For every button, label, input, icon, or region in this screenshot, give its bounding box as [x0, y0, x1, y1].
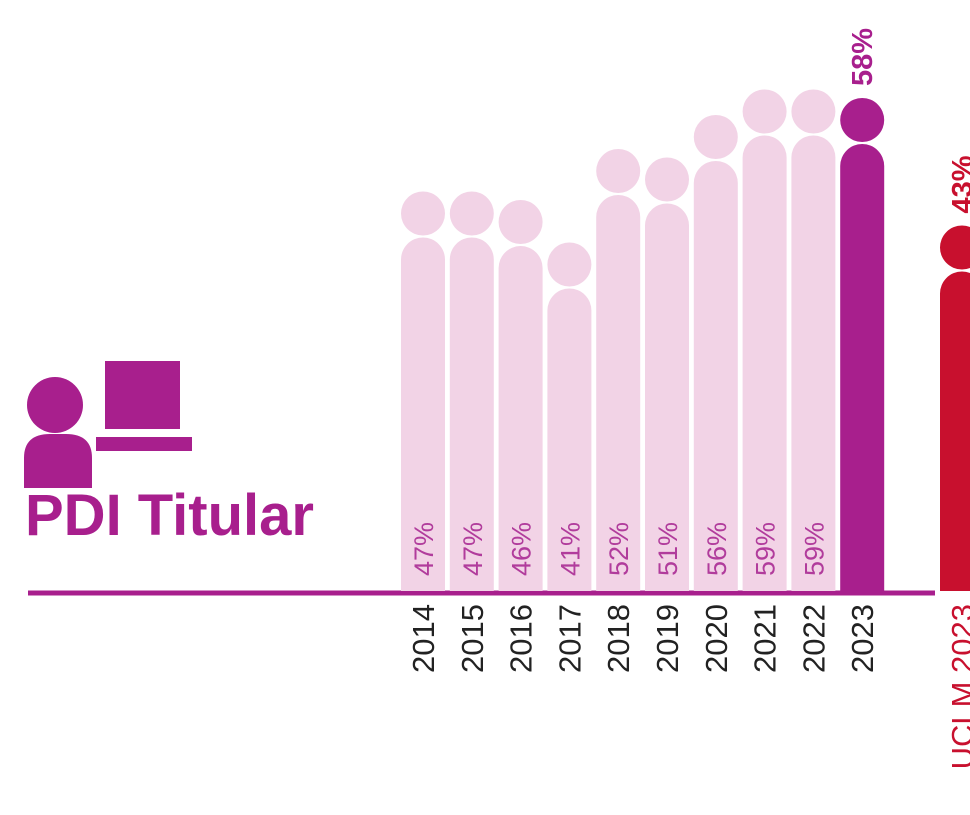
- bar: [449, 191, 494, 592]
- bar: [645, 157, 689, 591]
- bar: [401, 191, 445, 592]
- value-label: 59%: [799, 522, 829, 576]
- bar: [791, 89, 836, 591]
- bar: [498, 200, 543, 591]
- value-label: 46%: [507, 522, 537, 576]
- bar: [742, 89, 787, 591]
- chart-title: PDI Titular: [25, 483, 314, 548]
- value-label: 47%: [458, 522, 488, 576]
- x-tick-label: 2021: [748, 604, 783, 673]
- x-tick-label: 2014: [406, 604, 441, 673]
- value-label: 52%: [604, 522, 634, 576]
- value-label: 58%: [847, 28, 879, 86]
- value-label: 56%: [702, 522, 732, 576]
- value-label: 51%: [653, 522, 683, 576]
- bar: [940, 225, 970, 591]
- x-tick-label: UCLM 2023: [945, 604, 970, 769]
- x-tick-label: 2023: [845, 604, 880, 673]
- teacher-icon: [24, 361, 192, 488]
- bar: [840, 98, 885, 592]
- bar: [547, 242, 592, 591]
- bar: [693, 115, 738, 591]
- x-tick-label: 2016: [504, 604, 539, 673]
- bar: [596, 149, 641, 592]
- x-tick-label: 2018: [601, 604, 636, 673]
- value-label: 43%: [947, 155, 970, 213]
- x-tick-label: 2017: [552, 604, 587, 673]
- value-label: 41%: [555, 522, 585, 576]
- x-tick-label: 2015: [455, 604, 490, 673]
- value-label: 59%: [751, 522, 781, 576]
- value-label: 47%: [409, 522, 439, 576]
- x-tick-label: 2022: [796, 604, 831, 673]
- x-tick-label: 2019: [650, 604, 685, 673]
- x-tick-label: 2020: [699, 604, 734, 673]
